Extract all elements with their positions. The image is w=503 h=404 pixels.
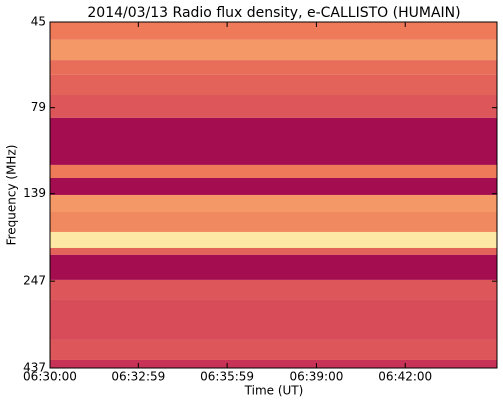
- heat-band: [50, 74, 497, 96]
- x-tick-label: 06:32:59: [111, 370, 165, 384]
- heat-band: [50, 211, 497, 232]
- heat-band: [50, 117, 497, 165]
- plot-frame: [49, 21, 498, 369]
- plot-area: [50, 22, 497, 368]
- x-tick-label: 06:42:00: [378, 370, 432, 384]
- x-tick-label: 06:30:00: [23, 370, 77, 384]
- heat-band: [50, 177, 497, 195]
- heat-band: [50, 247, 497, 255]
- heat-band: [50, 231, 497, 248]
- heat-band: [50, 22, 497, 40]
- heat-band: [50, 254, 497, 280]
- y-tick-label: 437: [23, 361, 46, 375]
- heat-band: [50, 299, 497, 340]
- heat-band: [50, 279, 497, 300]
- chart-title: 2014/03/13 Radio flux density, e-CALLIST…: [87, 5, 460, 21]
- x-tick-label: 06:35:59: [200, 370, 254, 384]
- y-tick-label: 247: [23, 274, 46, 288]
- heat-band: [50, 339, 497, 360]
- heat-band: [50, 60, 497, 75]
- heat-band: [50, 164, 497, 178]
- y-tick-label: 79: [31, 100, 46, 114]
- y-tick-label: 45: [31, 15, 46, 29]
- heat-band: [50, 39, 497, 61]
- heat-band: [50, 95, 497, 118]
- x-axis-label: Time (UT): [244, 384, 304, 398]
- y-axis-label: Frequency (MHz): [5, 145, 19, 246]
- x-tick-label: 06:39:00: [289, 370, 343, 384]
- heat-band: [50, 359, 497, 368]
- heat-band: [50, 194, 497, 212]
- y-tick-label: 139: [23, 186, 46, 200]
